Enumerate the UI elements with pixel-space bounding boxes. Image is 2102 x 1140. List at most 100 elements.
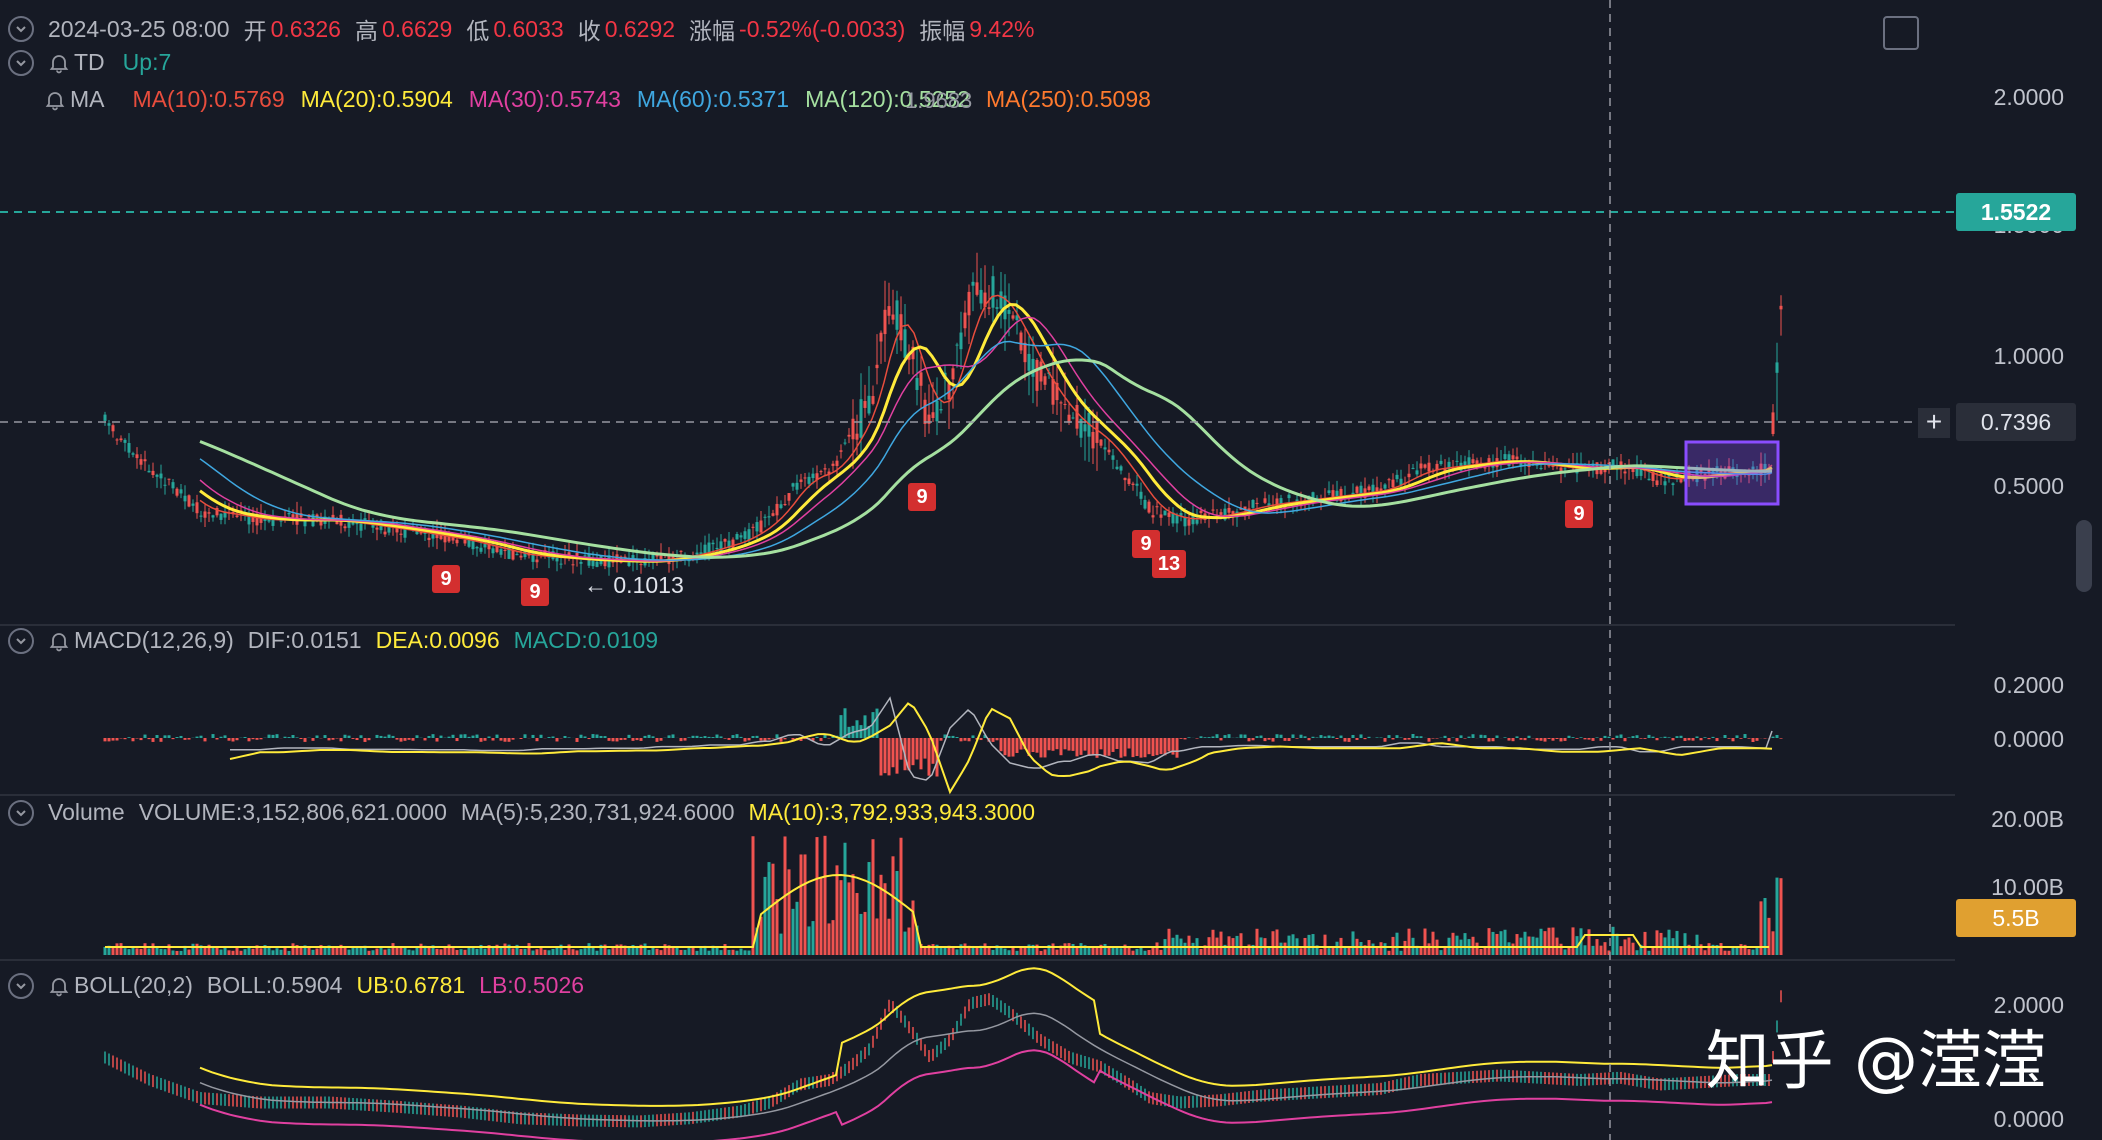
collapse-chevron-icon[interactable] bbox=[8, 49, 34, 76]
candle-body bbox=[595, 561, 599, 567]
volume-bar bbox=[223, 947, 227, 955]
volume-bar bbox=[907, 927, 911, 955]
bell-icon[interactable] bbox=[48, 975, 70, 997]
candle-body bbox=[1439, 460, 1443, 465]
candle-body bbox=[1727, 466, 1731, 469]
macd-histogram-bar bbox=[215, 738, 219, 740]
candle-body bbox=[135, 454, 139, 459]
macd-histogram-bar bbox=[1739, 738, 1743, 739]
volume-bar bbox=[867, 862, 871, 955]
candle-body bbox=[1507, 454, 1511, 467]
macd-histogram-bar bbox=[967, 738, 971, 742]
macd-histogram-bar bbox=[1683, 738, 1687, 741]
volume-bar bbox=[1159, 949, 1163, 955]
macd-histogram-bar bbox=[295, 737, 299, 738]
volume-bar bbox=[743, 950, 747, 955]
candle-body bbox=[455, 539, 459, 544]
volume-bar bbox=[1203, 945, 1207, 955]
candle-body bbox=[1211, 509, 1215, 511]
macd-histogram-bar bbox=[815, 736, 819, 738]
macd-histogram-bar bbox=[503, 738, 507, 742]
collapse-chevron-icon[interactable] bbox=[8, 627, 34, 654]
volume-bar bbox=[1359, 942, 1363, 955]
candle-body bbox=[807, 476, 811, 484]
candle-body bbox=[447, 532, 451, 542]
volume-bar bbox=[1775, 877, 1779, 955]
macd-histogram-bar bbox=[1211, 736, 1215, 738]
add-crosshair-icon[interactable]: + bbox=[1918, 408, 1950, 438]
collapse-chevron-icon[interactable] bbox=[8, 799, 34, 826]
macd-histogram-bar bbox=[1443, 735, 1447, 738]
fullscreen-icon[interactable] bbox=[1883, 16, 1919, 50]
macd-histogram-bar bbox=[891, 738, 895, 768]
volume-bar bbox=[219, 949, 223, 955]
candle-body bbox=[531, 550, 535, 562]
macd-dea: DEA:0.0096 bbox=[375, 627, 500, 653]
bell-icon[interactable] bbox=[48, 630, 70, 652]
candle-body bbox=[787, 493, 791, 501]
macd-histogram-bar bbox=[1187, 737, 1191, 738]
volume-bar bbox=[1571, 927, 1575, 955]
macd-value: MACD:0.0109 bbox=[513, 627, 659, 653]
td-sequential-mark: 9 bbox=[432, 565, 460, 593]
macd-histogram-bar bbox=[599, 735, 603, 738]
candle-body bbox=[939, 409, 943, 411]
volume-bar bbox=[435, 948, 439, 955]
volume-bar bbox=[427, 946, 431, 955]
collapse-chevron-icon[interactable] bbox=[8, 972, 34, 999]
volume-bar bbox=[1543, 931, 1547, 955]
macd-histogram-bar bbox=[1459, 735, 1463, 738]
candle-body bbox=[315, 514, 319, 518]
macd-histogram-bar bbox=[615, 738, 619, 742]
macd-histogram-bar bbox=[1631, 736, 1635, 738]
candle-body bbox=[1371, 484, 1375, 496]
boll-ub: UB:0.6781 bbox=[356, 972, 466, 998]
macd-histogram-bar bbox=[955, 736, 959, 738]
volume-bar bbox=[519, 949, 523, 955]
macd-histogram-bar bbox=[1635, 735, 1639, 738]
macd-histogram-bar bbox=[387, 734, 391, 738]
macd-histogram-bar bbox=[1071, 738, 1075, 751]
volume-bar bbox=[211, 947, 215, 955]
macd-histogram-bar bbox=[483, 738, 487, 741]
macd-histogram-bar bbox=[775, 734, 779, 738]
candle-body bbox=[351, 521, 355, 525]
candle-body bbox=[179, 489, 183, 494]
macd-histogram-bar bbox=[1527, 735, 1531, 738]
macd-histogram-bar bbox=[1163, 738, 1167, 756]
side-scroll-handle[interactable] bbox=[2076, 520, 2092, 592]
candle-body bbox=[483, 544, 487, 548]
high-annotation: 1.9683 bbox=[905, 88, 973, 113]
volume-bar bbox=[135, 948, 139, 955]
volume-bar bbox=[1507, 942, 1511, 955]
macd-histogram-bar bbox=[1015, 738, 1019, 753]
collapse-chevron-icon[interactable] bbox=[8, 16, 34, 42]
candle-body bbox=[515, 554, 519, 556]
macd-histogram-bar bbox=[1331, 736, 1335, 738]
macd-histogram-bar bbox=[463, 734, 467, 738]
bell-icon[interactable] bbox=[48, 52, 70, 74]
macd-histogram-bar bbox=[331, 738, 335, 740]
macd-histogram-bar bbox=[127, 737, 131, 738]
candle-body bbox=[1287, 494, 1291, 499]
volume-bar bbox=[1595, 939, 1599, 955]
volume-bar bbox=[1639, 944, 1643, 955]
macd-histogram-bar bbox=[1391, 738, 1395, 740]
macd-histogram-bar bbox=[783, 738, 787, 740]
candle-body bbox=[1223, 508, 1227, 520]
candle-body bbox=[819, 471, 823, 473]
volume-bar bbox=[1063, 943, 1067, 955]
bell-icon[interactable] bbox=[44, 89, 66, 111]
volume-bar bbox=[1707, 943, 1711, 955]
macd-histogram-bar bbox=[879, 738, 883, 776]
volume-bar bbox=[1335, 941, 1339, 955]
volume-bar bbox=[1659, 932, 1663, 955]
volume-bar bbox=[583, 948, 587, 955]
volume-bar bbox=[763, 876, 767, 955]
macd-histogram-bar bbox=[1175, 738, 1179, 758]
macd-histogram-bar bbox=[659, 738, 663, 741]
volume-bar bbox=[1703, 950, 1707, 955]
macd-histogram-bar bbox=[1467, 736, 1471, 738]
candle-body bbox=[555, 557, 559, 562]
